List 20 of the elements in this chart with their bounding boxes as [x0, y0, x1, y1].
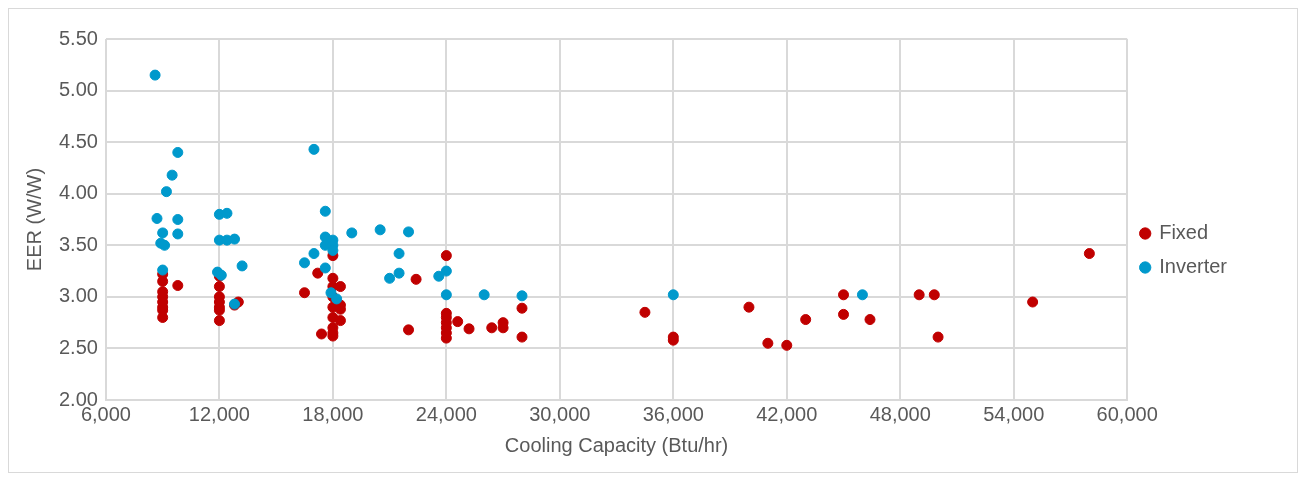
x-tick-label: 48,000 [869, 402, 931, 425]
x-tick-label: 36,000 [642, 402, 704, 425]
x-tick-label: 24,000 [415, 402, 477, 425]
x-tick-label: 30,000 [529, 402, 591, 425]
y-tick-label: 4.00 [58, 181, 98, 204]
y-tick-label: 5.00 [58, 78, 98, 101]
y-tick-label: 4.50 [58, 129, 98, 152]
x-tick-label: 42,000 [756, 402, 818, 425]
y-tick-label: 2.50 [58, 335, 98, 358]
x-tick-label: 54,000 [983, 402, 1045, 425]
x-tick-label: 60,000 [1096, 402, 1158, 425]
y-tick-label: 3.00 [58, 284, 98, 307]
x-axis-title: Cooling Capacity (Btu/hr) [504, 433, 729, 456]
x-tick-label: 18,000 [302, 402, 364, 425]
y-axis-title: EER (W/W) [22, 167, 45, 272]
y-tick-label: 3.50 [58, 232, 98, 255]
y-tick-label: 5.50 [58, 26, 98, 49]
legend-label: Inverter [1159, 255, 1228, 278]
legend-label: Fixed [1159, 221, 1209, 244]
x-tick-label: 12,000 [188, 402, 250, 425]
